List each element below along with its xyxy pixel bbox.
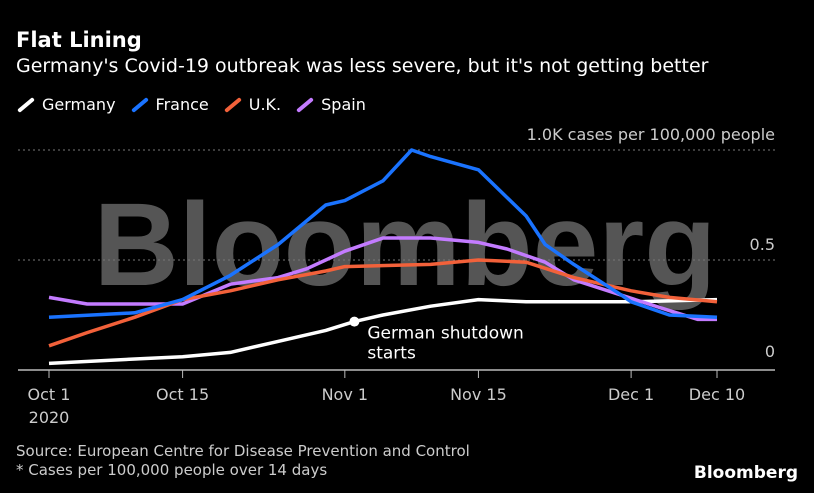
x-tick-sublabel: 2020 (29, 408, 70, 427)
x-tick-label: Oct 1 (28, 385, 71, 404)
legend-item: France (130, 95, 209, 114)
watermark: Bloomberg (94, 179, 717, 311)
series-line-france (48, 148, 718, 319)
legend-label: Germany (42, 95, 116, 114)
x-tick-label: Nov 15 (450, 385, 507, 404)
chart-subtitle: Germany's Covid-19 outbreak was less sev… (16, 55, 709, 77)
x-tick-label: Oct 15 (156, 385, 209, 404)
series-line-spain (48, 236, 717, 322)
legend-label: France (155, 95, 209, 114)
legend-label: U.K. (248, 95, 282, 114)
y-tick-label: 1.0K cases per 100,000 people (527, 125, 775, 144)
bloomberg-logo: Bloomberg (693, 463, 798, 483)
legend-item: Germany (16, 95, 116, 114)
series-line-uk (48, 258, 718, 348)
legend-item: U.K. (223, 95, 281, 114)
annotation-text: German shutdown (367, 324, 523, 344)
chart-title: Flat Lining (16, 28, 142, 52)
source-note: Source: European Centre for Disease Prev… (16, 442, 470, 460)
x-tick-label: Dec 10 (689, 385, 745, 404)
annotation-text: starts (367, 344, 416, 364)
legend-item: Spain (295, 95, 366, 114)
legend-label: Spain (321, 95, 366, 114)
y-tick-label: 0.5 (750, 235, 775, 254)
line-chart: Bloomberg 0 0.5 1.0K cases per 100,000 peop… (18, 125, 775, 427)
footnote: * Cases per 100,000 people over 14 days (16, 461, 328, 479)
x-tick-label: Nov 1 (322, 385, 369, 404)
shutdown-marker (349, 316, 360, 327)
x-tick-label: Dec 1 (608, 385, 654, 404)
legend: Germany France U.K. Spain (16, 95, 366, 114)
y-tick-label: 0 (765, 342, 775, 361)
